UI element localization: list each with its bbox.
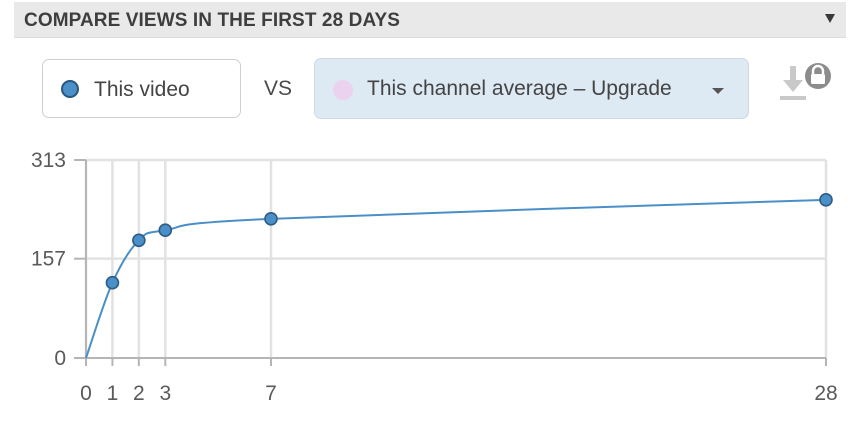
y-tick-label: 313 xyxy=(31,149,66,172)
vs-label: VS xyxy=(264,77,293,100)
channel-average-dropdown[interactable]: This channel average – Upgrade xyxy=(314,58,749,119)
x-tick-label: 0 xyxy=(80,382,92,405)
y-tick-label: 0 xyxy=(54,347,66,370)
data-point xyxy=(105,275,120,290)
channel-average-label: This channel average – Upgrade xyxy=(367,77,672,100)
series-line xyxy=(85,198,827,359)
x-tick-label: 2 xyxy=(133,382,145,405)
x-tick-label: 7 xyxy=(265,382,277,405)
panel-title: COMPARE VIEWS IN THE FIRST 28 DAYS xyxy=(24,10,401,31)
x-tick-label: 3 xyxy=(159,382,171,405)
y-tick-label: 157 xyxy=(31,248,66,271)
data-point xyxy=(264,212,278,226)
chart-axes xyxy=(74,159,827,366)
this-video-label: This video xyxy=(94,78,190,101)
chart-series xyxy=(85,198,827,359)
chart-points xyxy=(105,193,833,290)
this-video-color-dot xyxy=(61,80,79,98)
x-tick-label: 1 xyxy=(107,382,119,405)
data-point xyxy=(158,223,173,238)
data-point xyxy=(819,193,833,207)
chart-grid xyxy=(84,158,828,358)
triangle-down-icon[interactable] xyxy=(824,10,836,26)
x-tick-label: 28 xyxy=(814,382,837,405)
panel-header[interactable]: COMPARE VIEWS IN THE FIRST 28 DAYS xyxy=(14,2,846,38)
this-video-legend-pill[interactable]: This video xyxy=(42,59,241,118)
chevron-down-icon[interactable] xyxy=(712,88,724,94)
download-locked-icon[interactable] xyxy=(776,62,834,104)
data-point xyxy=(132,233,146,248)
channel-average-color-dot xyxy=(333,80,353,100)
